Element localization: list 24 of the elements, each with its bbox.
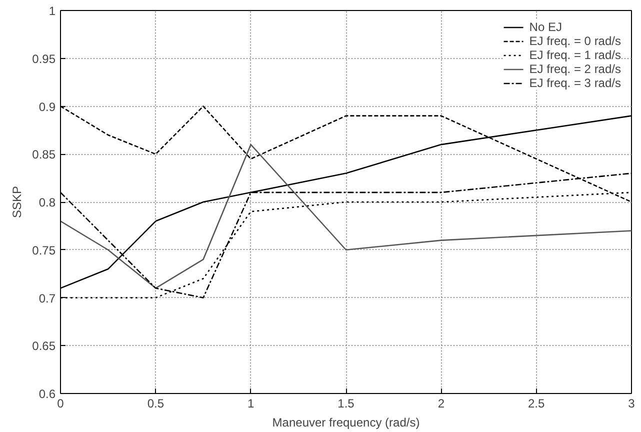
y-tick-label: 0.9 xyxy=(38,100,56,114)
y-tick-label: 0.95 xyxy=(32,52,56,66)
x-tick-label: 2.5 xyxy=(528,396,545,410)
legend-label: EJ freq. = 1 rad/s xyxy=(529,48,621,62)
x-tick-label: 1 xyxy=(247,396,254,410)
y-tick-label: 0.6 xyxy=(38,387,56,401)
x-axis-title: Maneuver frequency (rad/s) xyxy=(272,416,420,430)
x-tick-label: 0.5 xyxy=(147,396,164,410)
legend-label: EJ freq. = 2 rad/s xyxy=(529,62,621,76)
y-tick-label: 1 xyxy=(48,4,56,18)
y-tick-label: 0.7 xyxy=(38,291,56,306)
y-axis-title: SSKP xyxy=(10,186,24,218)
x-tick-label: 0 xyxy=(57,396,64,410)
legend-label: EJ freq. = 3 rad/s xyxy=(529,76,621,90)
x-tick-label: 1.5 xyxy=(338,396,355,410)
legend-label: No EJ xyxy=(529,20,562,34)
y-tick-label: 0.8 xyxy=(38,196,56,210)
x-tick-label: 2 xyxy=(438,396,445,410)
y-tick-label: 0.85 xyxy=(32,148,56,162)
y-tick-label: 0.65 xyxy=(32,339,56,354)
y-tick-label: 0.75 xyxy=(32,243,56,258)
legend-label: EJ freq. = 0 rad/s xyxy=(529,34,621,48)
x-tick-label: 3 xyxy=(628,396,636,410)
line-series xyxy=(60,144,632,289)
